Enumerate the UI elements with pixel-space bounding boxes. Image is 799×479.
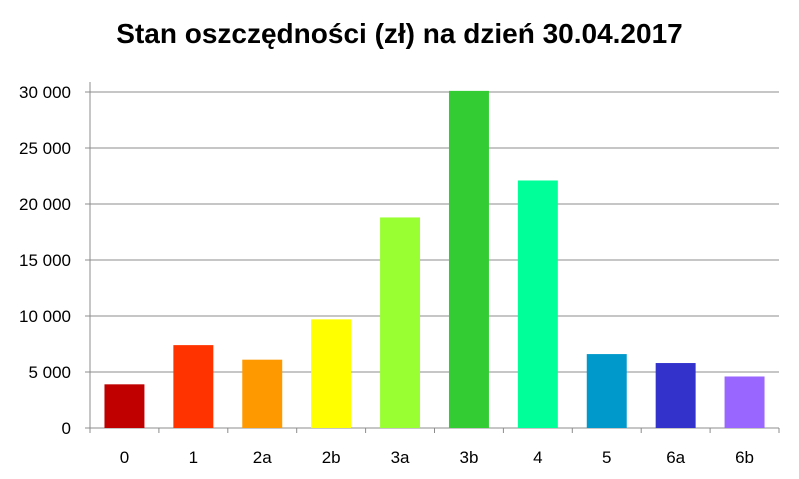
bar-1 — [173, 345, 214, 428]
y-tick-labels: 0 5 000 10 000 15 000 20 000 25 000 30 000 — [19, 83, 71, 438]
bars — [104, 90, 765, 428]
bar-3a — [380, 217, 421, 428]
x-tick-label: 2b — [322, 448, 341, 467]
y-tick-label: 0 — [62, 419, 71, 438]
bar-6b — [724, 376, 765, 428]
x-tick-label: 3a — [391, 448, 410, 467]
bar-3b — [448, 90, 489, 428]
x-tick-label: 2a — [253, 448, 272, 467]
y-tick-label: 5 000 — [28, 363, 71, 382]
x-tick-labels: 0 1 2a 2b 3a 3b 4 5 6a 6b — [120, 448, 754, 467]
bar-0 — [104, 384, 145, 428]
bar-5 — [586, 354, 627, 428]
x-tick-label: 6a — [666, 448, 685, 467]
gridlines — [90, 91, 779, 373]
bar-4 — [517, 180, 558, 428]
x-tick-label: 6b — [735, 448, 754, 467]
y-tick-label: 25 000 — [19, 139, 71, 158]
x-tick-label: 1 — [189, 448, 198, 467]
x-tick-label: 3b — [459, 448, 478, 467]
bar-2a — [242, 359, 283, 428]
y-tick-label: 10 000 — [19, 307, 71, 326]
chart-title: Stan oszczędności (zł) na dzień 30.04.20… — [116, 18, 683, 49]
y-tick-label: 30 000 — [19, 83, 71, 102]
bar-2b — [311, 319, 352, 428]
x-tick-label: 5 — [602, 448, 611, 467]
y-tick-label: 20 000 — [19, 195, 71, 214]
x-tick-label: 4 — [533, 448, 542, 467]
y-tick-label: 15 000 — [19, 251, 71, 270]
bar-6a — [655, 363, 696, 428]
x-tick-label: 0 — [120, 448, 129, 467]
